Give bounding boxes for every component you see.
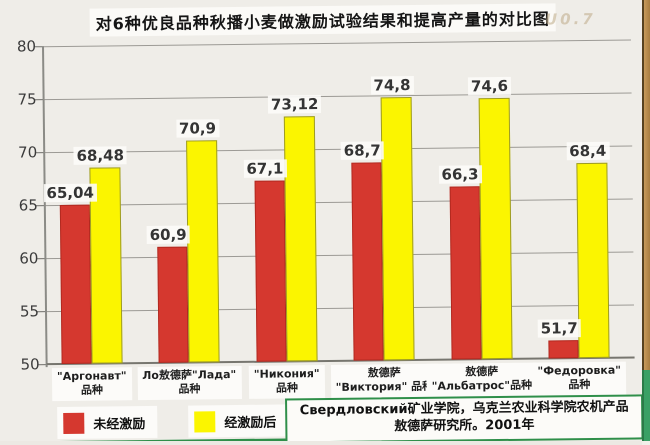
bar-未经激励-2	[157, 247, 189, 363]
category-label-line: "Никония"	[253, 367, 320, 381]
legend-swatch-yellow-icon	[194, 410, 216, 432]
bar-未经激励-5	[449, 186, 482, 360]
x-axis-category-label: 敖德萨 "Виктория" 品种	[330, 363, 439, 398]
legend-label-stimulated: 经激励后	[224, 415, 277, 431]
y-axis-tick-label: 60	[19, 249, 39, 268]
legend-item-unstimulated: 未经激励	[57, 405, 158, 440]
gridline	[46, 304, 634, 312]
x-axis-category-label: "Никония" 品种	[248, 365, 325, 399]
x-axis-category-label: "Федоровка" 品种	[532, 361, 627, 396]
x-axis-category-label: 敖德萨 "Альбатрос"品种	[426, 362, 538, 397]
bar-value-label: 73,12	[267, 94, 322, 114]
bar-value-label: 74,6	[467, 77, 512, 96]
gridline	[45, 251, 634, 259]
bar-value-label: 74,8	[370, 76, 414, 95]
category-label-line: Ло敖德萨"Лада"	[142, 368, 237, 383]
y-axis-tick-label: 55	[19, 302, 40, 321]
y-axis-tick-label: 80	[16, 37, 37, 56]
x-axis-category-label: Ло敖德萨"Лада" 品种	[137, 365, 242, 400]
category-label-line: 品种	[568, 378, 591, 392]
bar-value-label: 68,4	[566, 141, 610, 161]
bar-经激励后-6	[576, 162, 610, 359]
category-label-line: 敖德萨	[465, 365, 499, 379]
category-label-line: "Альбатрос"品种	[431, 378, 533, 394]
scan-edge-corner	[642, 441, 650, 445]
category-label-line: 品种	[178, 382, 201, 396]
category-label-line: 敖德萨	[367, 366, 401, 380]
y-axis-tick-label: 70	[18, 143, 38, 162]
y-axis-tick-label: 50	[20, 355, 40, 374]
gridline	[44, 145, 633, 153]
legend-item-stimulated: 经激励后	[188, 404, 289, 438]
scan-bottom-strip	[0, 441, 650, 445]
y-axis-tick-label: 75	[17, 90, 37, 109]
bar-value-label: 60,9	[146, 225, 190, 245]
bar-value-label: 70,9	[175, 119, 220, 139]
scan-edge-brown	[642, 0, 650, 370]
y-axis-line	[42, 46, 48, 368]
bar-未经激励-1	[59, 204, 92, 364]
bar-经激励后-5	[478, 98, 513, 360]
category-label-line: 品种	[80, 383, 103, 398]
scan-edge-green	[642, 370, 650, 441]
x-axis-category-label: "Аргонавт" 品种	[51, 367, 132, 401]
bar-经激励后-3	[283, 116, 318, 362]
bar-value-label: 51,7	[537, 319, 581, 338]
gridline	[43, 39, 631, 47]
bar-value-label: 66,3	[438, 165, 482, 184]
bar-经激励后-2	[186, 140, 220, 363]
bar-value-label: 68,7	[340, 141, 384, 160]
category-label-line: "Виктория" 品种	[335, 380, 434, 395]
source-note: Свердловский矿业学院，乌克兰农业科学院农机产品 敖德萨研究所。200…	[285, 394, 644, 444]
y-axis-tick-label: 65	[18, 196, 38, 215]
category-label-line: "Аргонавт"	[56, 369, 127, 384]
legend-swatch-red-icon	[63, 412, 85, 434]
category-label-line: 品种	[275, 381, 298, 395]
bar-value-label: 68,48	[73, 146, 128, 165]
category-label-line: "Федоровка"	[537, 363, 622, 378]
bar-value-label: 67,1	[243, 159, 287, 178]
gridline	[44, 198, 633, 206]
gridline	[43, 92, 632, 100]
legend-label-unstimulated: 未经激励	[93, 416, 146, 433]
bar-未经激励-6	[548, 340, 579, 359]
bar-未经激励-4	[351, 162, 384, 361]
bar-value-label: 65,04	[43, 183, 97, 202]
bar-经激励后-4	[380, 97, 415, 361]
bar-未经激励-3	[254, 180, 287, 362]
